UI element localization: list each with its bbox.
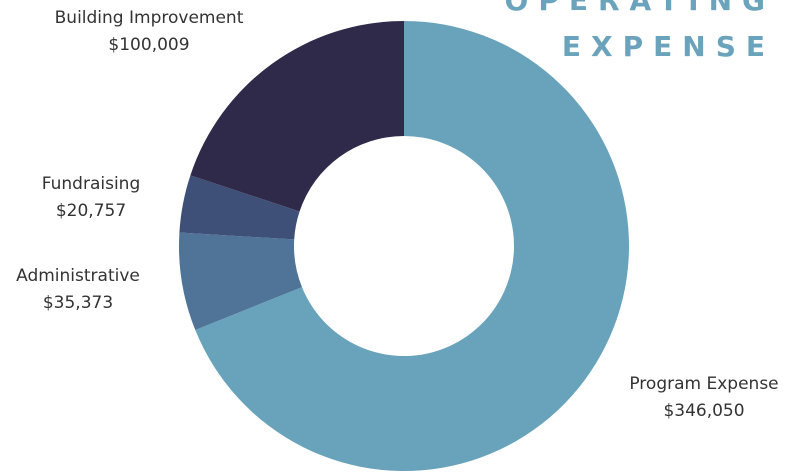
- slice-name-building-improvement: Building Improvement: [54, 8, 244, 28]
- slice-label-program-expense: Program Expense $346,050: [629, 371, 778, 425]
- chart-title-line-2: EXPENSE: [561, 30, 775, 63]
- slice-label-administrative: Administrative $35,373: [16, 263, 140, 317]
- slice-value-fundraising: $20,757: [55, 201, 127, 221]
- slice-name-program-expense: Program Expense: [629, 374, 779, 394]
- slice-value-administrative: $35,373: [42, 293, 114, 313]
- chart-title: OPERATING EXPENSE: [505, 0, 775, 70]
- donut-slice-fundraising: [179, 175, 300, 240]
- donut-slice-building-improvement: [190, 21, 404, 212]
- slice-value-building-improvement: $100,009: [108, 35, 190, 55]
- slice-name-fundraising: Fundraising: [41, 174, 141, 194]
- chart-title-line-1: OPERATING: [504, 0, 775, 17]
- slice-label-building-improvement: Building Improvement $100,009: [55, 5, 244, 59]
- slice-value-program-expense: $346,050: [663, 401, 745, 421]
- slice-label-fundraising: Fundraising $20,757: [42, 171, 140, 225]
- donut-slice-program-expense: [195, 21, 630, 472]
- slice-name-administrative: Administrative: [16, 266, 140, 286]
- donut-slice-administrative: [179, 232, 302, 331]
